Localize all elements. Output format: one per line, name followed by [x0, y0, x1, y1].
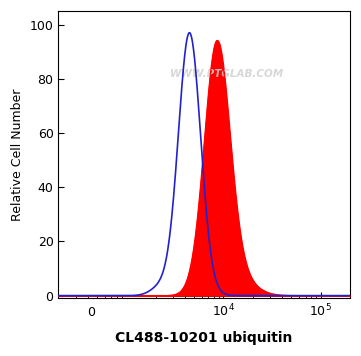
Y-axis label: Relative Cell Number: Relative Cell Number	[11, 89, 24, 221]
Text: 0: 0	[87, 307, 95, 319]
Text: WWW.PTGLAB.COM: WWW.PTGLAB.COM	[170, 69, 284, 79]
X-axis label: CL488-10201 ubiquitin: CL488-10201 ubiquitin	[116, 331, 293, 345]
